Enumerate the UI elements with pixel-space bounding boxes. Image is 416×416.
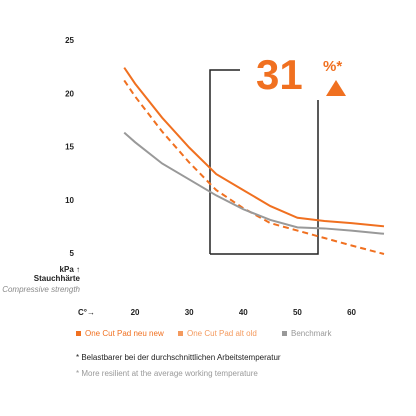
y-axis-label: Stauchhärte (34, 274, 81, 283)
annotation-value: 31 (256, 51, 303, 98)
legend-label: One Cut Pad neu new (85, 329, 164, 338)
y-tick-label: 5 (70, 249, 75, 258)
x-tick-label: 20 (131, 308, 140, 317)
legend-swatch (282, 331, 287, 336)
footnote: * More resilient at the average working … (76, 369, 258, 378)
legend-label: One Cut Pad alt old (187, 329, 257, 338)
legend-swatch (76, 331, 81, 336)
x-axis-label: C°→ (78, 308, 95, 317)
series-line (123, 79, 385, 255)
series-line (123, 131, 385, 235)
x-tick-label: 60 (347, 308, 356, 317)
annotation-unit: %* (323, 58, 342, 75)
series-line (123, 67, 385, 228)
legend-label: Benchmark (291, 329, 332, 338)
y-tick-label: 20 (65, 89, 74, 98)
up-arrow (326, 80, 346, 96)
legend-swatch (178, 331, 183, 336)
footnote: * Belastbarer bei der durchschnittlichen… (76, 353, 281, 362)
x-tick-label: 30 (185, 308, 194, 317)
x-tick-label: 40 (239, 308, 248, 317)
y-axis-label-en: Compressive strength (2, 285, 80, 294)
y-tick-label: 10 (65, 196, 74, 205)
y-tick-label: 15 (65, 143, 74, 152)
x-tick-label: 50 (293, 308, 302, 317)
y-tick-label: 25 (65, 36, 74, 45)
y-axis-unit: kPa ↑ (60, 265, 80, 274)
